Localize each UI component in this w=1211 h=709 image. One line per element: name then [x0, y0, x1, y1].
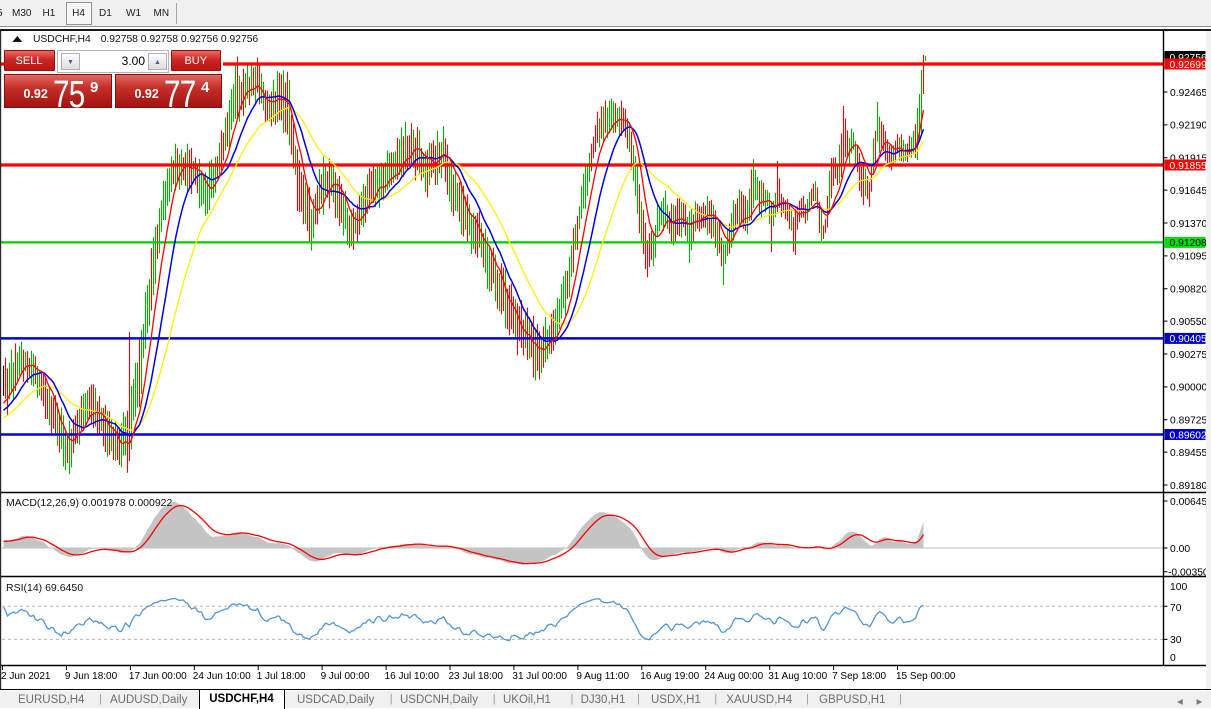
svg-text:31 Jul 00:00: 31 Jul 00:00: [512, 671, 567, 682]
svg-text:15 Sep 00:00: 15 Sep 00:00: [896, 671, 956, 682]
svg-text:7 Sep 18:00: 7 Sep 18:00: [832, 671, 886, 682]
svg-text:0.90275: 0.90275: [1170, 350, 1207, 361]
svg-text:MACD(12,26,9) 0.001978 0.00092: MACD(12,26,9) 0.001978 0.000922: [6, 497, 173, 509]
svg-text:0.92465: 0.92465: [1170, 88, 1207, 99]
svg-text:17 Jun 00:00: 17 Jun 00:00: [129, 671, 187, 682]
svg-text:70: 70: [1170, 603, 1182, 614]
svg-text:USDCHF,H4: USDCHF,H4: [33, 34, 91, 45]
svg-text:0.91645: 0.91645: [1170, 186, 1207, 197]
svg-text:100: 100: [1170, 582, 1187, 593]
svg-text:0.92699: 0.92699: [1170, 60, 1207, 71]
svg-text:0.91915: 0.91915: [1170, 154, 1207, 165]
svg-text:0.006451: 0.006451: [1170, 497, 1211, 508]
svg-text:0.89602: 0.89602: [1170, 430, 1207, 441]
svg-text:0.91208: 0.91208: [1170, 238, 1207, 249]
svg-text:0.91095: 0.91095: [1170, 252, 1207, 263]
svg-text:0.89455: 0.89455: [1170, 448, 1207, 459]
svg-text:RSI(14) 69.6450: RSI(14) 69.6450: [6, 582, 83, 594]
svg-text:0.00: 0.00: [1170, 544, 1190, 555]
svg-text:0.90405: 0.90405: [1170, 334, 1207, 345]
svg-text:0.89180: 0.89180: [1170, 481, 1207, 492]
svg-text:0.91370: 0.91370: [1170, 219, 1207, 230]
svg-text:1 Jul 18:00: 1 Jul 18:00: [257, 671, 306, 682]
svg-text:16 Aug 19:00: 16 Aug 19:00: [640, 671, 699, 682]
svg-text:24 Jun 10:00: 24 Jun 10:00: [193, 671, 251, 682]
svg-text:0.90820: 0.90820: [1170, 285, 1207, 296]
svg-text:24 Aug 00:00: 24 Aug 00:00: [704, 671, 763, 682]
svg-text:30: 30: [1170, 635, 1182, 646]
svg-text:0.91855: 0.91855: [1170, 161, 1207, 172]
svg-text:-0.003507: -0.003507: [1168, 568, 1211, 579]
svg-text:9 Jul 00:00: 9 Jul 00:00: [321, 671, 370, 682]
svg-text:0: 0: [1170, 653, 1176, 664]
svg-text:2 Jun 2021: 2 Jun 2021: [1, 671, 51, 682]
svg-text:0.92758 0.92758 0.92756 0.9275: 0.92758 0.92758 0.92756 0.92756: [101, 34, 259, 45]
svg-text:0.90000: 0.90000: [1170, 383, 1207, 394]
svg-text:9 Jun 18:00: 9 Jun 18:00: [65, 671, 118, 682]
svg-text:9 Aug 11:00: 9 Aug 11:00: [576, 671, 629, 682]
svg-text:0.92756: 0.92756: [1170, 53, 1207, 64]
svg-text:0.92190: 0.92190: [1170, 121, 1207, 132]
svg-text:31 Aug 10:00: 31 Aug 10:00: [768, 671, 827, 682]
svg-text:16 Jul 10:00: 16 Jul 10:00: [385, 671, 440, 682]
svg-text:0.89725: 0.89725: [1170, 416, 1207, 427]
svg-text:23 Jul 18:00: 23 Jul 18:00: [449, 671, 504, 682]
svg-text:0.90550: 0.90550: [1170, 317, 1207, 328]
